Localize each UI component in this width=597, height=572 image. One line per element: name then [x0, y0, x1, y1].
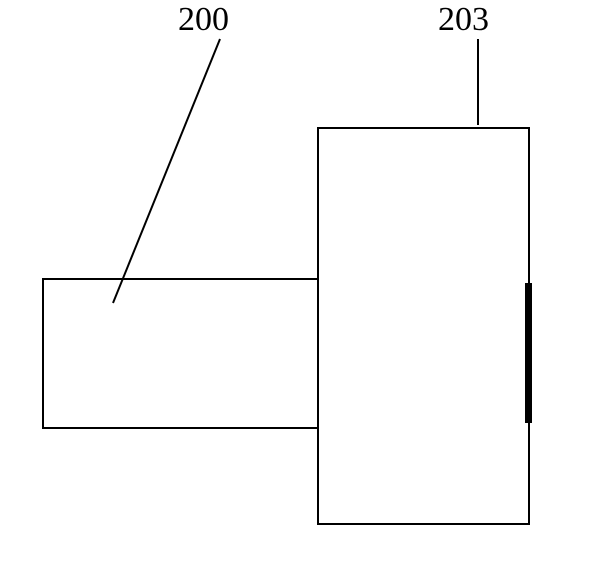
canvas-background — [0, 0, 597, 572]
right-edge-bar — [525, 283, 532, 423]
label-200: 200 — [178, 1, 229, 38]
label-203: 203 — [438, 1, 489, 38]
